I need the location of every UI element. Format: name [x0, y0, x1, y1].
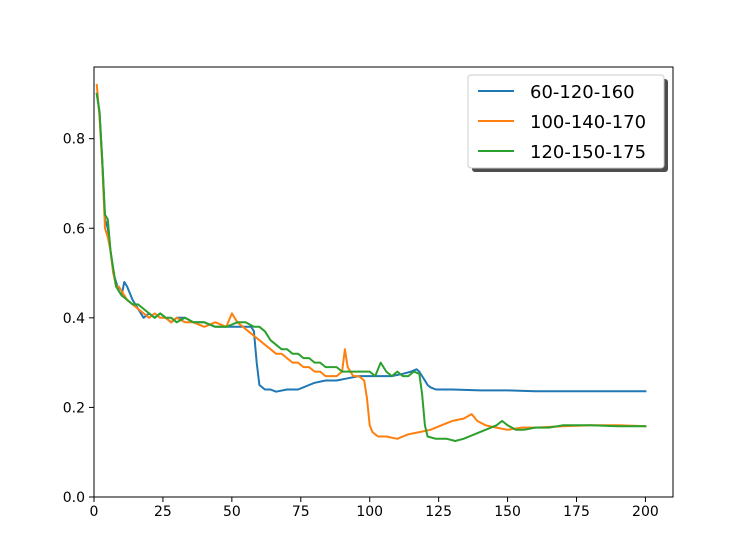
x-tick-label: 100	[356, 504, 383, 520]
y-tick-label: 0.2	[63, 400, 85, 416]
legend-box	[467, 74, 665, 169]
x-tick-label: 75	[292, 504, 310, 520]
plot-frame	[93, 66, 674, 498]
y-tick-label: 0.6	[63, 221, 85, 237]
y-tick-label: 0.0	[63, 490, 85, 506]
x-tick-label: 200	[632, 504, 659, 520]
y-tick-label: 0.4	[63, 311, 85, 327]
legend-label-2: 100-140-170	[530, 112, 646, 133]
series-line-3	[95, 92, 647, 442]
x-tick-label: 25	[154, 504, 172, 520]
legend-label-1: 60-120-160	[530, 82, 635, 103]
x-tick-label: 150	[494, 504, 521, 520]
x-tick-label: 125	[425, 504, 452, 520]
series-line-1	[95, 92, 647, 393]
x-tick-label: 175	[563, 504, 590, 520]
y-tick-label: 0.8	[63, 132, 85, 148]
legend: 60-120-160 100-140-170 120-150-175	[467, 74, 668, 172]
x-tick-label: 0	[90, 504, 99, 520]
tick-layer: 0 25 50 75 100 125 150 175 200 0.0 0.2 0.4 0.6 0.8	[63, 132, 659, 520]
legend-label-3: 120-150-175	[530, 142, 646, 163]
series-line-2	[95, 83, 647, 440]
series-layer	[95, 83, 647, 442]
x-tick-label: 50	[223, 504, 241, 520]
